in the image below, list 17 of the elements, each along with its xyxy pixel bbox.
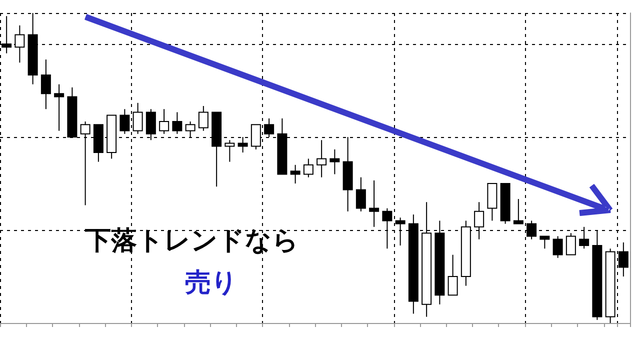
candlestick [566, 232, 576, 256]
candlestick [198, 106, 208, 132]
candlestick [290, 164, 300, 184]
candlestick [54, 84, 64, 132]
candlestick [224, 140, 235, 162]
candlestick [540, 236, 550, 250]
candlestick [303, 158, 314, 178]
candlestick [552, 236, 563, 258]
annotation: 売り [185, 268, 238, 298]
candlestick [172, 112, 182, 134]
candlestick [369, 180, 380, 228]
candlestick [316, 140, 327, 178]
candlestick [330, 148, 340, 175]
candlestick [159, 108, 170, 134]
candlestick [448, 254, 458, 296]
candlestick [40, 59, 51, 110]
candlestick [356, 176, 366, 212]
